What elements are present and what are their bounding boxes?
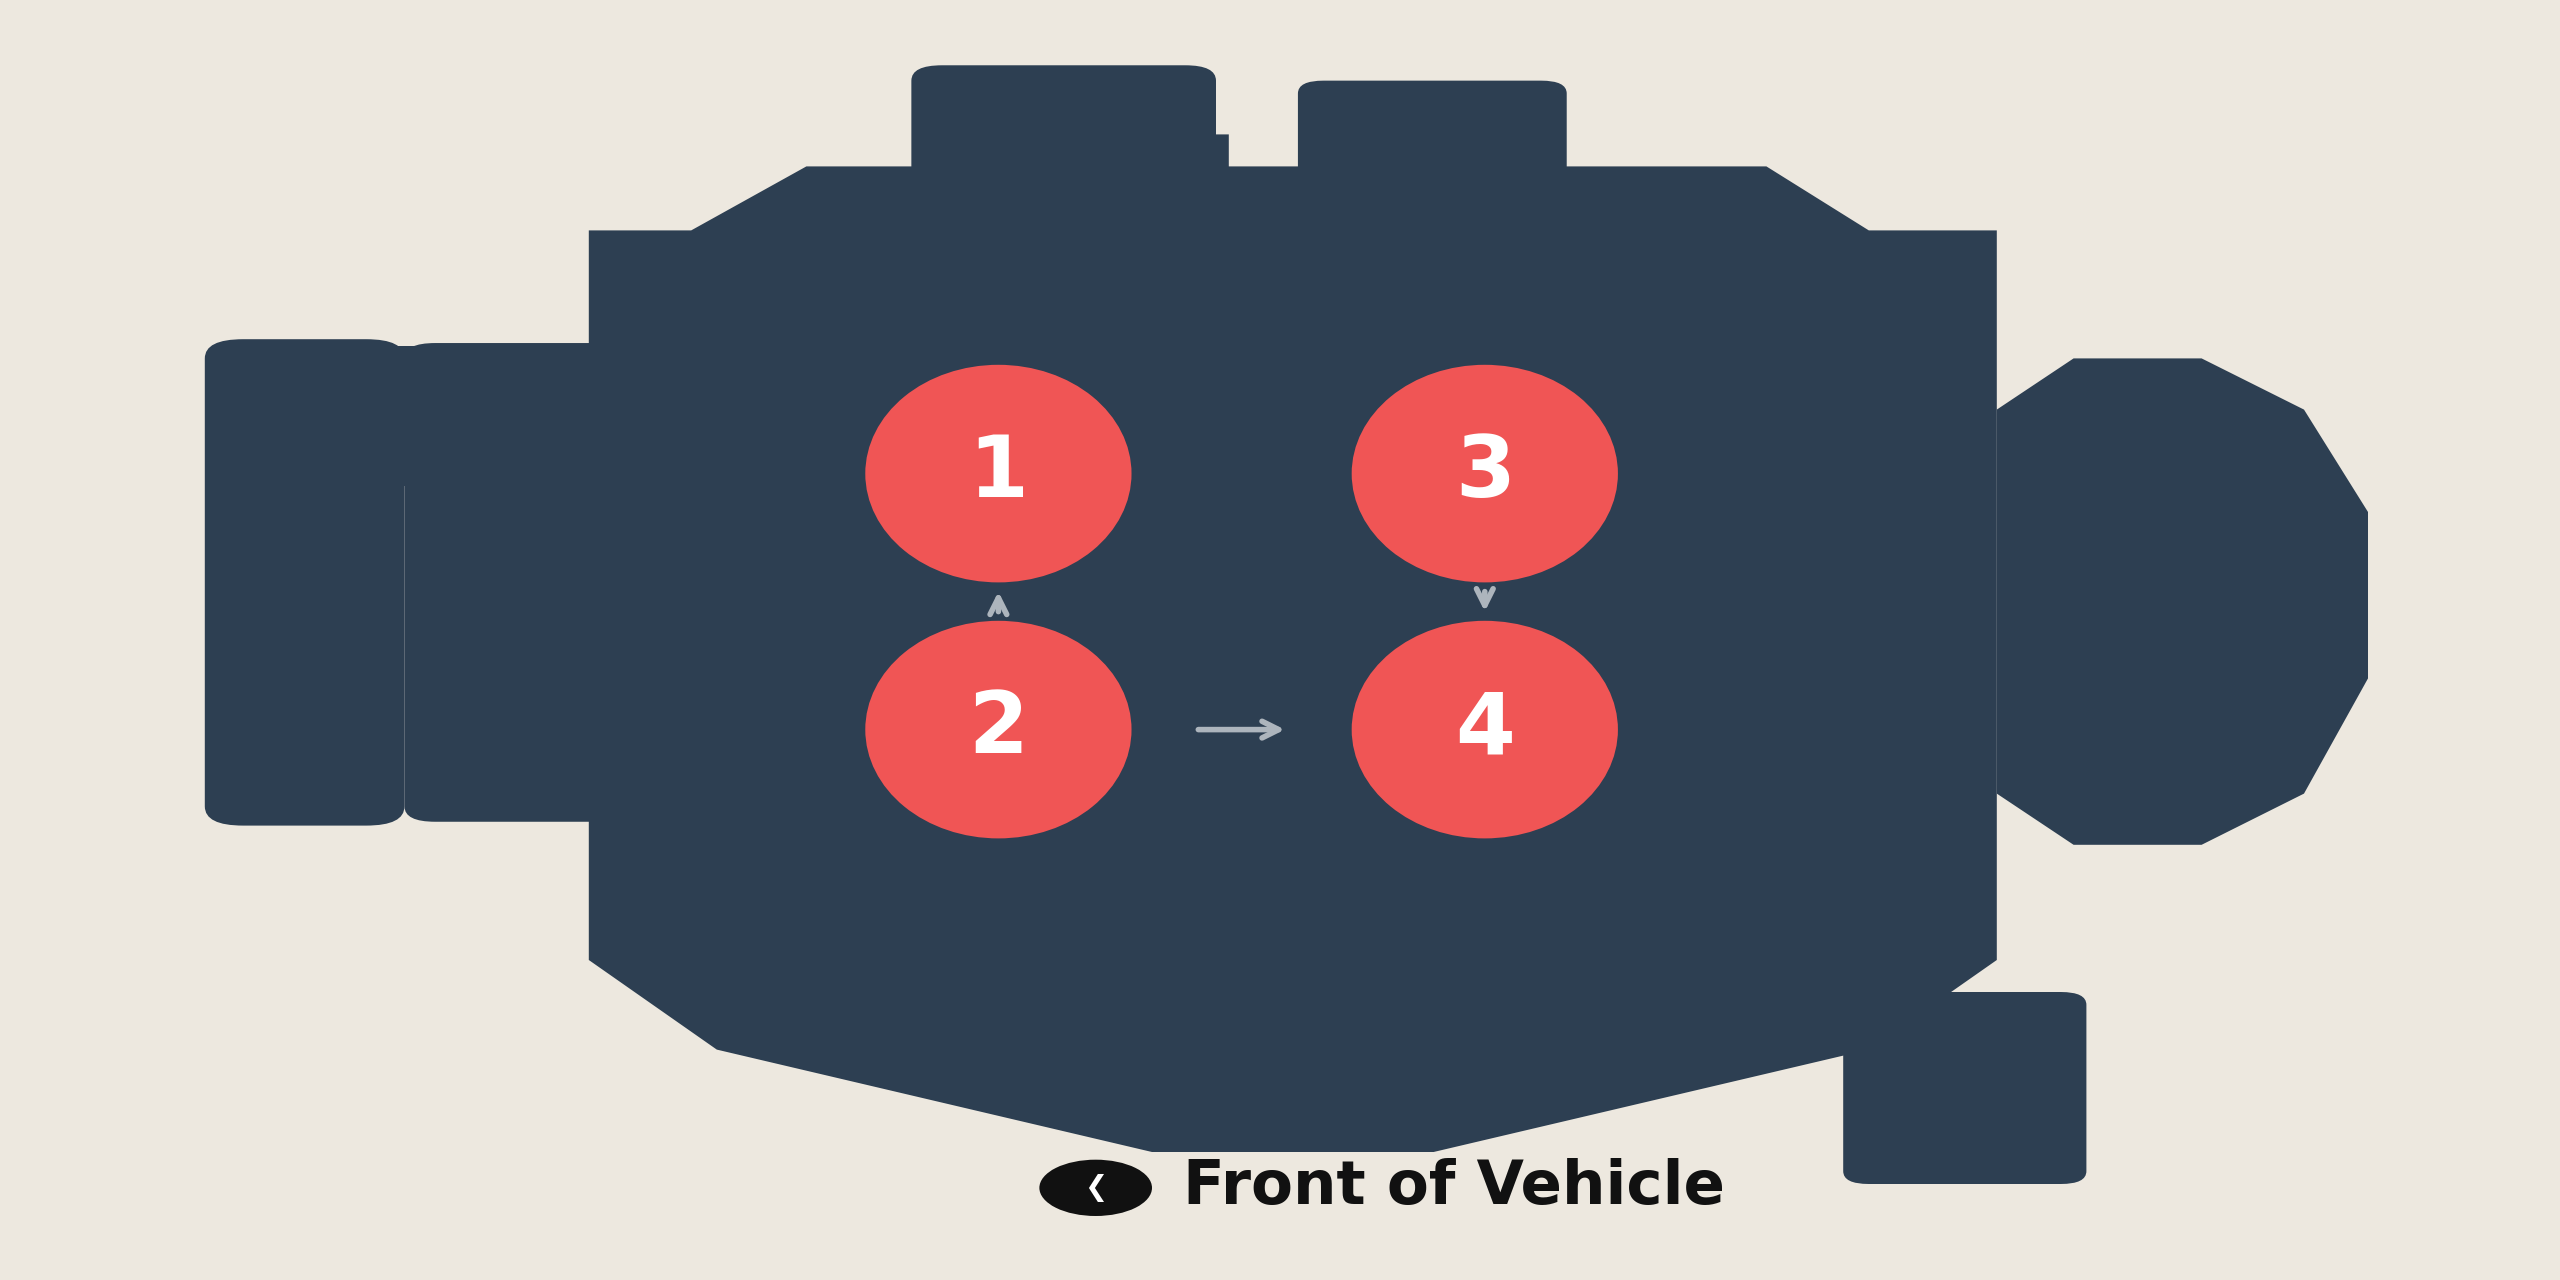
Ellipse shape bbox=[865, 365, 1132, 582]
Ellipse shape bbox=[865, 621, 1132, 838]
FancyBboxPatch shape bbox=[1843, 992, 2086, 1184]
FancyBboxPatch shape bbox=[404, 343, 625, 822]
Polygon shape bbox=[243, 346, 589, 486]
FancyBboxPatch shape bbox=[205, 339, 404, 826]
Text: 3: 3 bbox=[1454, 433, 1516, 515]
Text: 2: 2 bbox=[968, 689, 1029, 771]
Text: ❮: ❮ bbox=[1083, 1174, 1108, 1202]
Text: Front of Vehicle: Front of Vehicle bbox=[1183, 1158, 1725, 1217]
Text: 4: 4 bbox=[1454, 689, 1516, 771]
Ellipse shape bbox=[1352, 621, 1618, 838]
Circle shape bbox=[1039, 1160, 1152, 1216]
Ellipse shape bbox=[1352, 365, 1618, 582]
Polygon shape bbox=[589, 134, 1997, 1152]
Text: 1: 1 bbox=[968, 433, 1029, 515]
FancyBboxPatch shape bbox=[911, 65, 1216, 192]
Polygon shape bbox=[1997, 358, 2368, 845]
FancyBboxPatch shape bbox=[1298, 81, 1567, 189]
